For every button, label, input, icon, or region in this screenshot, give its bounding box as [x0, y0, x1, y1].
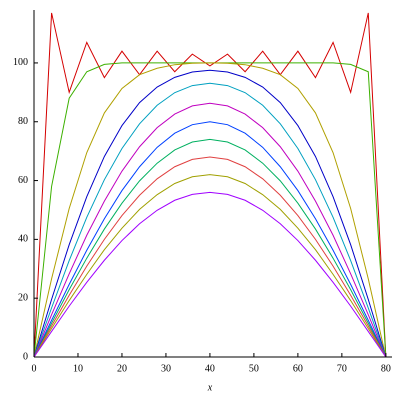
x-tick-label: 30 — [161, 363, 171, 374]
curve — [33, 156, 387, 358]
x-tick-label: 20 — [117, 363, 127, 374]
x-tick-label: 80 — [381, 363, 391, 374]
x-tick-label: 60 — [293, 363, 303, 374]
y-tick-label: 60 — [18, 175, 28, 186]
x-tick-label: 0 — [32, 363, 37, 374]
y-tick-label: 80 — [18, 116, 28, 127]
curve — [33, 82, 387, 358]
y-tick-label: 40 — [18, 234, 28, 245]
curve — [33, 174, 387, 358]
curve — [33, 12, 387, 358]
y-tick-label: 20 — [18, 292, 28, 303]
curve — [33, 121, 387, 358]
curve — [33, 69, 387, 358]
curve — [33, 62, 387, 358]
y-tick-label: 0 — [23, 351, 28, 362]
y-tick-label: 100 — [13, 57, 28, 68]
x-tick-label: 40 — [205, 363, 215, 374]
x-tick-label: 70 — [337, 363, 347, 374]
curve — [33, 191, 387, 358]
x-tick-label: 50 — [249, 363, 259, 374]
curve — [33, 62, 387, 358]
x-axis-label: x — [207, 382, 213, 393]
x-tick-label: 10 — [73, 363, 83, 374]
curve — [33, 138, 387, 358]
curve — [33, 102, 387, 358]
